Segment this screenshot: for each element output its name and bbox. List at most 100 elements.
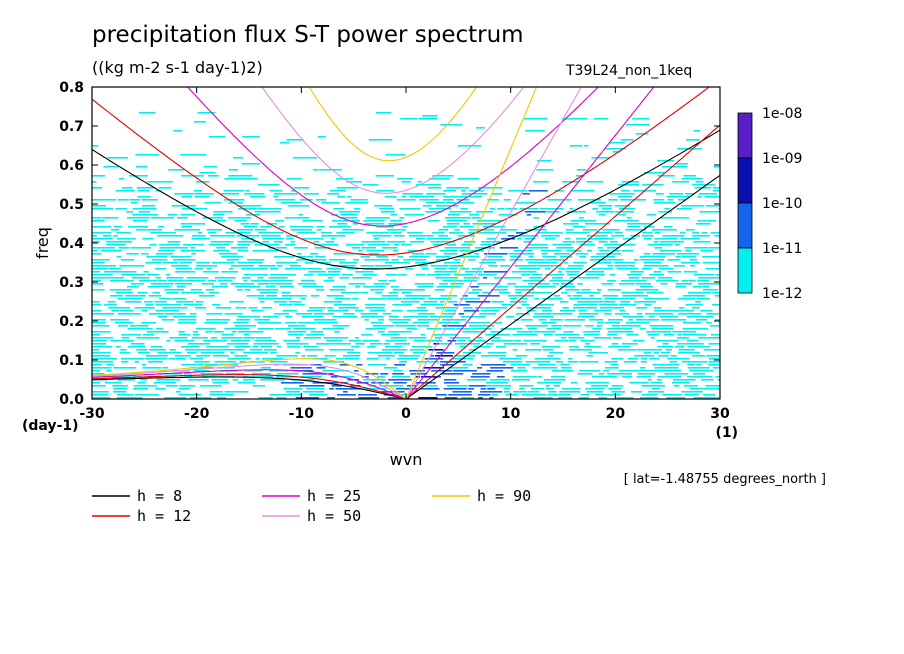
field-cell (247, 259, 265, 261)
field-cell (290, 367, 312, 369)
field-cell (198, 232, 203, 234)
field-cell (92, 145, 99, 147)
field-cell (652, 364, 674, 366)
field-cell (514, 286, 534, 288)
field-cell (388, 331, 412, 333)
field-cell (618, 370, 634, 372)
field-cell (208, 280, 217, 282)
field-cell (401, 244, 412, 246)
field-cell (223, 190, 245, 192)
field-cell (555, 361, 564, 363)
field-cell (415, 376, 421, 378)
field-cell (584, 325, 594, 327)
field-cell (715, 319, 720, 321)
field-cell (372, 325, 395, 327)
field-cell (486, 343, 494, 345)
field-cell (152, 259, 168, 261)
field-cell (525, 247, 549, 249)
field-cell (440, 373, 464, 375)
legend-label: h = 25 (307, 487, 361, 505)
field-cell (115, 208, 128, 210)
legend-label: h = 12 (137, 507, 191, 525)
field-cell (435, 277, 458, 279)
field-cell (612, 151, 621, 153)
field-cell (627, 226, 640, 228)
field-cell (667, 259, 681, 261)
field-cell (468, 322, 491, 324)
field-cell (641, 385, 666, 387)
field-cell (433, 334, 458, 336)
field-cell (131, 283, 144, 285)
field-cell (567, 295, 572, 297)
field-cell (444, 397, 458, 399)
field-cell (199, 172, 216, 174)
field-cell (178, 334, 191, 336)
field-cell (439, 250, 458, 252)
field-cell (155, 310, 179, 312)
field-cell (580, 244, 596, 246)
field-cell (92, 310, 102, 312)
field-cell (232, 379, 239, 381)
field-cell (461, 193, 472, 195)
field-cell (293, 328, 316, 330)
field-cell (237, 316, 261, 318)
field-cell (241, 268, 268, 270)
field-cell (715, 274, 720, 276)
colorbar-label: 1e-09 (762, 151, 802, 167)
field-cell (683, 271, 697, 273)
field-cell (649, 325, 674, 327)
field-cell (446, 220, 467, 222)
field-cell (447, 214, 460, 216)
field-cell (477, 187, 503, 189)
field-cell (369, 310, 386, 312)
field-cell (578, 397, 590, 399)
field-cell (653, 352, 659, 354)
field-cell (168, 280, 186, 282)
field-cell (302, 373, 327, 375)
field-cell (92, 232, 112, 234)
field-cell (370, 289, 384, 291)
field-cell (341, 292, 360, 294)
field-cell (636, 313, 643, 315)
field-cell (659, 241, 684, 243)
field-cell (678, 313, 702, 315)
field-cell (684, 394, 692, 396)
field-cell (662, 235, 685, 237)
rossby-wave-curve (92, 374, 407, 399)
field-cell (415, 238, 425, 240)
field-cell (108, 307, 131, 309)
field-cell (515, 202, 536, 204)
field-cell (465, 301, 491, 303)
field-cell (234, 355, 248, 357)
field-cell (448, 367, 469, 369)
field-cell (333, 253, 355, 255)
field-cell (293, 187, 310, 189)
field-cell (651, 328, 674, 330)
field-cell (302, 286, 323, 288)
field-cell (229, 301, 244, 303)
field-cell (498, 292, 511, 294)
field-cell (620, 301, 630, 303)
field-cell (375, 292, 383, 294)
field-cell (566, 268, 583, 270)
field-cell (620, 139, 634, 141)
field-cell (607, 247, 619, 249)
field-cell (428, 298, 452, 300)
field-cell (608, 319, 623, 321)
field-cell (643, 262, 662, 264)
field-cell (514, 265, 537, 267)
field-cell (130, 247, 152, 249)
field-cell (388, 280, 396, 282)
field-cell (112, 385, 129, 387)
field-cell (273, 193, 298, 195)
field-cell (552, 370, 574, 372)
field-cell (622, 238, 636, 240)
field-cell (92, 349, 100, 351)
field-cell (673, 385, 680, 387)
field-cell (350, 199, 368, 201)
field-cell (658, 268, 674, 270)
field-cell (605, 367, 619, 369)
field-cell (525, 130, 545, 132)
field-cell (162, 367, 169, 369)
field-cell (553, 295, 561, 297)
